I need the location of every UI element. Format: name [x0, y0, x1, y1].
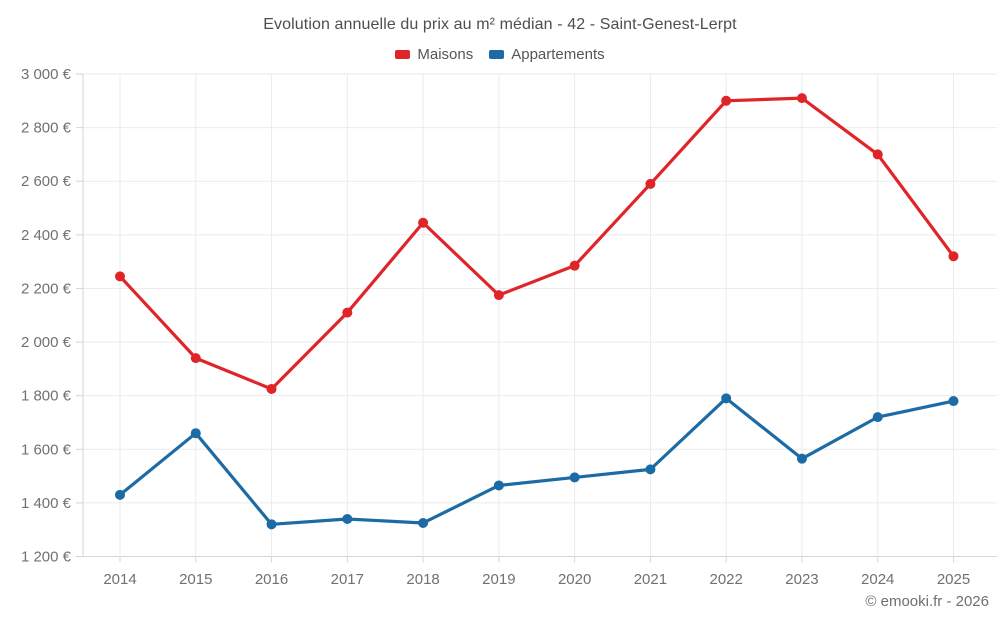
x-axis-label: 2025: [937, 571, 970, 588]
data-point-maisons-2021[interactable]: [645, 178, 656, 189]
data-point-maisons-2016[interactable]: [266, 383, 277, 394]
data-point-maisons-2014[interactable]: [115, 271, 125, 282]
series-line-appartements: [118, 396, 956, 526]
data-point-maisons-2025[interactable]: [948, 251, 959, 262]
legend-swatch-appartements: [489, 50, 505, 59]
data-point-appartements-2015[interactable]: [190, 428, 201, 439]
data-point-appartements-2018[interactable]: [418, 517, 429, 528]
y-axis-label: 2 000 €: [21, 334, 72, 351]
data-point-maisons-2017[interactable]: [342, 307, 353, 318]
x-axis-label: 2024: [861, 571, 894, 588]
x-axis-label: 2019: [482, 571, 515, 588]
legend-swatch-maisons: [395, 50, 411, 59]
x-axis-label: 2018: [406, 571, 439, 588]
data-point-appartements-2021[interactable]: [645, 464, 656, 475]
data-point-appartements-2019[interactable]: [493, 480, 504, 491]
data-point-maisons-2019[interactable]: [493, 290, 504, 301]
data-point-appartements-2017[interactable]: [342, 513, 353, 524]
x-axis-label: 2022: [709, 571, 742, 588]
data-point-appartements-2014[interactable]: [115, 489, 125, 500]
data-point-maisons-2020[interactable]: [569, 260, 580, 271]
legend-label-appartements: Appartements: [511, 46, 605, 63]
data-point-maisons-2023[interactable]: [796, 93, 807, 104]
y-axis-label: 2 800 €: [21, 120, 72, 137]
data-point-appartements-2020[interactable]: [569, 472, 580, 483]
y-axis-label: 1 400 €: [21, 495, 72, 512]
x-axis-label: 2015: [179, 571, 212, 588]
copyright-credit: © emooki.fr - 2026: [865, 593, 989, 610]
y-axis-label: 2 600 €: [21, 173, 72, 190]
data-point-appartements-2023[interactable]: [796, 453, 807, 464]
x-axis-label: 2021: [634, 571, 667, 588]
y-axis-label: 1 200 €: [21, 549, 72, 566]
data-point-maisons-2024[interactable]: [872, 149, 883, 160]
y-axis-label: 2 400 €: [21, 227, 72, 244]
data-point-maisons-2022[interactable]: [721, 95, 732, 106]
data-point-maisons-2018[interactable]: [418, 217, 429, 228]
legend-label-maisons: Maisons: [417, 46, 474, 63]
x-axis-label: 2023: [785, 571, 818, 588]
x-axis-label: 2016: [255, 571, 288, 588]
x-axis-label: 2014: [103, 571, 136, 588]
x-axis-label: 2020: [558, 571, 591, 588]
y-axis-label: 1 800 €: [21, 388, 72, 405]
chart-title: Evolution annuelle du prix au m² médian …: [263, 16, 737, 33]
series-line-maisons: [118, 96, 956, 391]
chart-legend: Maisons Appartements: [0, 46, 1000, 63]
y-axis-label: 3 000 €: [21, 66, 72, 83]
data-point-appartements-2025[interactable]: [948, 396, 959, 407]
data-point-maisons-2015[interactable]: [190, 353, 201, 364]
legend-item-maisons[interactable]: Maisons: [395, 46, 473, 63]
x-axis-label: 2017: [331, 571, 364, 588]
data-point-appartements-2024[interactable]: [872, 412, 883, 423]
y-axis-label: 2 200 €: [21, 280, 72, 297]
y-axis-label: 1 600 €: [21, 441, 72, 458]
data-point-appartements-2022[interactable]: [721, 393, 732, 404]
legend-item-appartements[interactable]: Appartements: [489, 46, 605, 63]
data-point-appartements-2016[interactable]: [266, 519, 277, 530]
